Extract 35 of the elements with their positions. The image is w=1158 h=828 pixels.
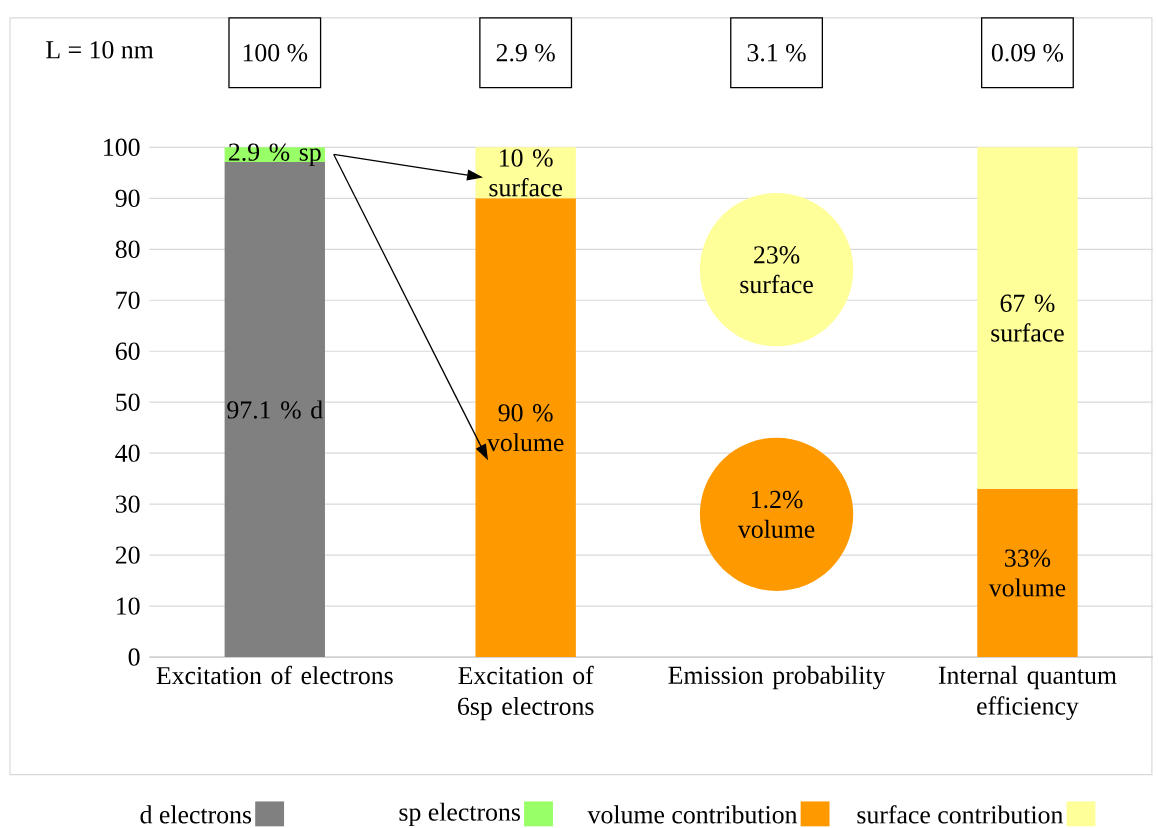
data-label: 10 % surface [489, 149, 562, 197]
data-label: 67 % surface [991, 294, 1064, 342]
text: 2.9 % [496, 43, 555, 62]
y-tick-label: 20 [115, 546, 140, 564]
y-tick-label: 30 [115, 495, 140, 513]
bar [977, 488, 1078, 657]
x-tick-label: Excitation of electrons [156, 665, 393, 685]
data-label: 33% volume [988, 549, 1066, 597]
y-tick-label: 100 [104, 138, 140, 156]
y-tick-label: 70 [116, 291, 140, 309]
data-label: 97.1 % d [227, 400, 323, 419]
x-tick-label: Excitation of 6sp electrons [458, 665, 594, 721]
legend-label: d electrons [140, 805, 252, 824]
text: L = 10 nm [46, 40, 154, 59]
annotation: 23% surface [740, 245, 813, 294]
x-tick-label: Internal quantum efficiency [938, 665, 1117, 720]
legend-label: volume contribution [587, 805, 798, 824]
data-label: 90 % volume [487, 403, 564, 452]
text: 0.09 % [991, 43, 1064, 62]
text: 100 % [243, 43, 308, 62]
y-tick-label: 90 [115, 189, 140, 207]
data-label: 2.9 % sp [229, 143, 321, 166]
y-tick-label: 0 [128, 648, 140, 666]
legend-label: surface contribution [857, 805, 1063, 824]
legend-label: sp electrons [399, 802, 520, 826]
annotation: 1.2% volume [737, 490, 815, 538]
y-tick-label: 40 [115, 444, 140, 462]
y-tick-label: 60 [115, 342, 140, 360]
y-tick-label: 10 [117, 597, 140, 615]
y-tick-label: 80 [115, 240, 140, 258]
text: 3.1 % [747, 43, 806, 62]
x-tick-label: Emission probability [668, 665, 886, 690]
bar [475, 198, 576, 657]
bar [977, 147, 1078, 489]
y-tick-label: 50 [116, 393, 140, 411]
